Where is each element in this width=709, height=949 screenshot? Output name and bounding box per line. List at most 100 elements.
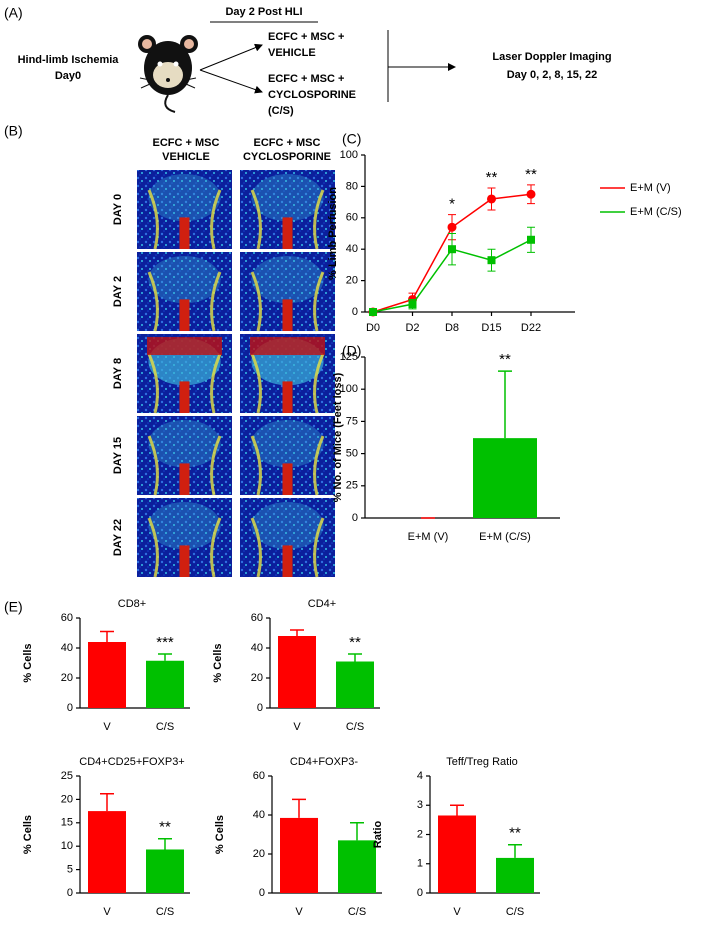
x-tick-label: C/S: [506, 906, 524, 918]
image-leg: [313, 517, 325, 578]
image-tail: [179, 545, 190, 577]
doppler-image: [240, 416, 335, 496]
point: [447, 222, 457, 232]
image-leg: [210, 189, 222, 250]
y-tick-label: 4: [417, 770, 423, 782]
image-body: [148, 255, 221, 304]
x-tick-label: E+M (V): [408, 531, 449, 543]
image-leg: [147, 271, 159, 332]
x-tick-label: D22: [521, 322, 541, 334]
doppler-image: [240, 170, 335, 250]
row-label: DAY 8: [112, 358, 124, 389]
panel-label: (A): [4, 5, 23, 21]
y-tick-label: 0: [352, 512, 358, 524]
y-tick-label: 0: [257, 702, 263, 714]
doppler-image: [240, 334, 335, 414]
chart-title: CD4+: [308, 598, 336, 610]
x-tick-label: D0: [366, 322, 380, 334]
row-label: DAY 2: [112, 276, 124, 307]
x-tick-label: C/S: [348, 906, 366, 918]
y-tick-label: 60: [61, 612, 73, 624]
x-tick-label: V: [453, 906, 461, 918]
error-bar: [290, 629, 304, 636]
image-leg: [313, 271, 325, 332]
image-leg: [250, 189, 262, 250]
error-bar: [498, 370, 512, 439]
bar: [280, 817, 318, 893]
image-leg: [210, 517, 222, 578]
image-leg: [147, 189, 159, 250]
y-tick-label: 40: [251, 642, 263, 654]
bar: [336, 661, 374, 708]
bar: [88, 642, 126, 708]
y-tick-label: 0: [67, 702, 73, 714]
y-axis-label: % Cells: [214, 815, 226, 854]
readout-text: Day 0, 2, 8, 15, 22: [507, 69, 598, 81]
y-tick-label: 3: [417, 799, 423, 811]
image-leg: [147, 435, 159, 496]
error-bar: [292, 798, 306, 818]
y-tick-label: 60: [346, 212, 358, 224]
y-tick-label: 25: [346, 480, 358, 492]
image-leg: [147, 353, 159, 414]
y-axis-label: % Cells: [22, 815, 34, 854]
x-tick-label: V: [295, 906, 303, 918]
column-header: VEHICLE: [162, 151, 210, 163]
y-tick-label: 10: [61, 840, 73, 852]
significance: **: [509, 825, 521, 842]
significance: ***: [156, 634, 174, 651]
image-body: [251, 419, 324, 468]
panel-label: (C): [342, 131, 361, 147]
mouse-icon: [138, 35, 198, 113]
image-hot: [250, 337, 325, 355]
y-tick-label: 20: [346, 275, 358, 287]
image-tail: [179, 299, 190, 331]
point: [408, 300, 417, 309]
start-text: Day0: [55, 70, 81, 82]
bar: [146, 849, 184, 893]
y-axis-label: % Cells: [212, 643, 224, 682]
y-tick-label: 75: [346, 415, 358, 427]
significance: *: [449, 196, 455, 213]
image-tail: [179, 381, 190, 413]
group-text: ECFC + MSC +: [268, 31, 344, 43]
readout-text: Laser Doppler Imaging: [492, 51, 611, 63]
significance: **: [349, 634, 361, 651]
image-body: [148, 501, 221, 550]
y-tick-label: 40: [253, 809, 265, 821]
image-leg: [250, 517, 262, 578]
panel-label: (D): [342, 343, 361, 359]
image-body: [148, 173, 221, 222]
point: [527, 235, 535, 244]
start-text: Hind-limb Ischemia: [18, 54, 120, 66]
bar: [88, 811, 126, 893]
point: [487, 194, 496, 204]
group-text: (C/S): [268, 105, 294, 117]
chart-title: CD4+FOXP3-: [290, 756, 358, 768]
y-tick-label: 20: [251, 672, 263, 684]
error-bar: [158, 837, 172, 850]
image-leg: [147, 517, 159, 578]
image-tail: [179, 217, 190, 249]
x-tick-label: V: [103, 721, 111, 733]
row-label: DAY 22: [112, 519, 124, 556]
bar: [496, 857, 534, 893]
significance: **: [159, 819, 171, 836]
timepoint: Day 2 Post HLI: [225, 6, 302, 18]
image-body: [251, 501, 324, 550]
image-tail: [282, 299, 293, 331]
y-tick-label: 1: [417, 858, 423, 870]
x-tick-label: D8: [445, 322, 459, 334]
image-leg: [250, 435, 262, 496]
doppler-image: [137, 170, 232, 250]
error-bar: [350, 822, 364, 841]
bar: [146, 660, 184, 708]
row-label: DAY 15: [112, 437, 124, 474]
y-tick-label: 20: [61, 793, 73, 805]
doppler-image: [137, 334, 232, 414]
image-tail: [282, 217, 293, 249]
doppler-image: [137, 416, 232, 496]
image-leg: [313, 353, 325, 414]
error-bar: [100, 793, 114, 812]
chart-title: CD4+CD25+FOXP3+: [79, 756, 184, 768]
